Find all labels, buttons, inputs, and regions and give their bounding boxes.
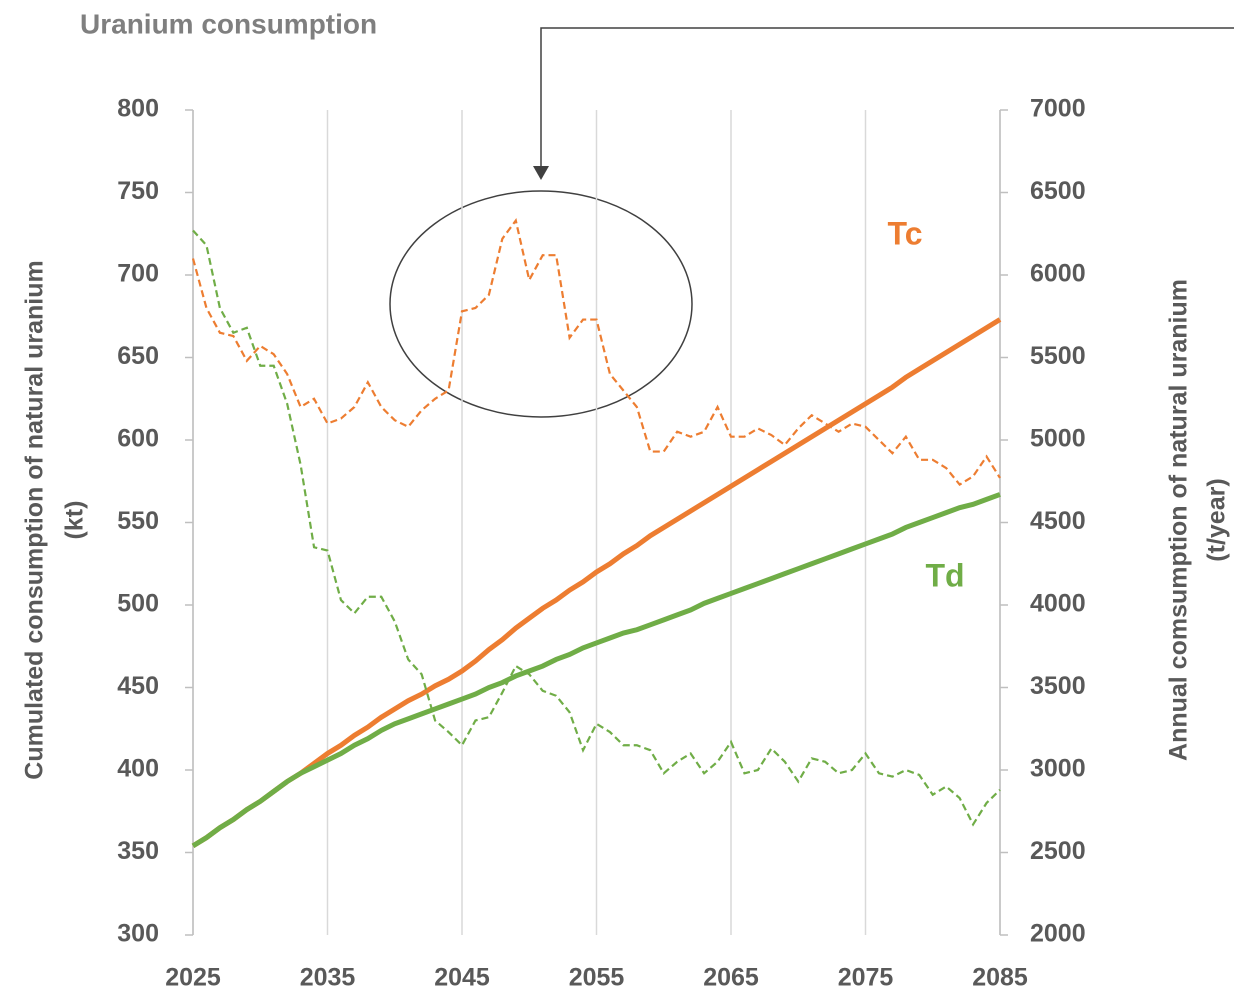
y2-axis-title: Annual comsumption of natural uranium xyxy=(1165,279,1193,761)
chart-title: Uranium consumption xyxy=(80,8,377,39)
arrow xyxy=(540,27,1234,168)
y-tick-label: 400 xyxy=(117,755,159,783)
y2-tick-label: 4500 xyxy=(1030,507,1086,535)
y-axis-title: (kt) xyxy=(61,501,89,540)
y-tick-label: 750 xyxy=(117,177,159,205)
x-tick-label: 2065 xyxy=(703,964,759,992)
dashed-line xyxy=(192,229,1001,827)
annotation: Tc xyxy=(888,215,923,251)
y2-tick-label: 2500 xyxy=(1030,837,1086,865)
y2-tick-label: 6000 xyxy=(1030,260,1086,288)
y2-tick-label: 6500 xyxy=(1030,177,1086,205)
y2-tick-label: 2000 xyxy=(1030,920,1086,948)
line xyxy=(191,317,1002,849)
y2-tick-label: 7000 xyxy=(1030,95,1086,123)
y-tick-label: 650 xyxy=(117,342,159,370)
y-tick-label: 300 xyxy=(117,920,159,948)
x-tick-label: 2025 xyxy=(165,964,221,992)
y2-axis-title: (t/year) xyxy=(1203,478,1231,561)
y-tick-label: 500 xyxy=(117,590,159,618)
highlight-circle xyxy=(389,190,693,418)
y-tick-label: 350 xyxy=(117,837,159,865)
y2-tick-label: 4000 xyxy=(1030,590,1086,618)
x-tick-label: 2035 xyxy=(300,964,356,992)
y-axis-title: Cumulated consumption of natural uranium xyxy=(21,260,49,779)
x-tick-label: 2075 xyxy=(838,964,894,992)
y2-tick-label: 3000 xyxy=(1030,755,1086,783)
y-tick-label: 700 xyxy=(117,260,159,288)
y-tick-label: 800 xyxy=(117,95,159,123)
x-tick-label: 2085 xyxy=(972,964,1028,992)
arrow-head xyxy=(533,166,549,180)
x-tick-label: 2045 xyxy=(434,964,490,992)
annotation: Td xyxy=(925,557,964,593)
y2-tick-label: 5500 xyxy=(1030,342,1086,370)
dashed-line xyxy=(191,217,1001,486)
y2-tick-label: 5000 xyxy=(1030,425,1086,453)
y-tick-label: 550 xyxy=(117,507,159,535)
y-tick-label: 450 xyxy=(117,672,159,700)
y2-tick-label: 3500 xyxy=(1030,672,1086,700)
y-tick-label: 600 xyxy=(117,425,159,453)
line xyxy=(191,492,1001,849)
x-tick-label: 2055 xyxy=(569,964,625,992)
